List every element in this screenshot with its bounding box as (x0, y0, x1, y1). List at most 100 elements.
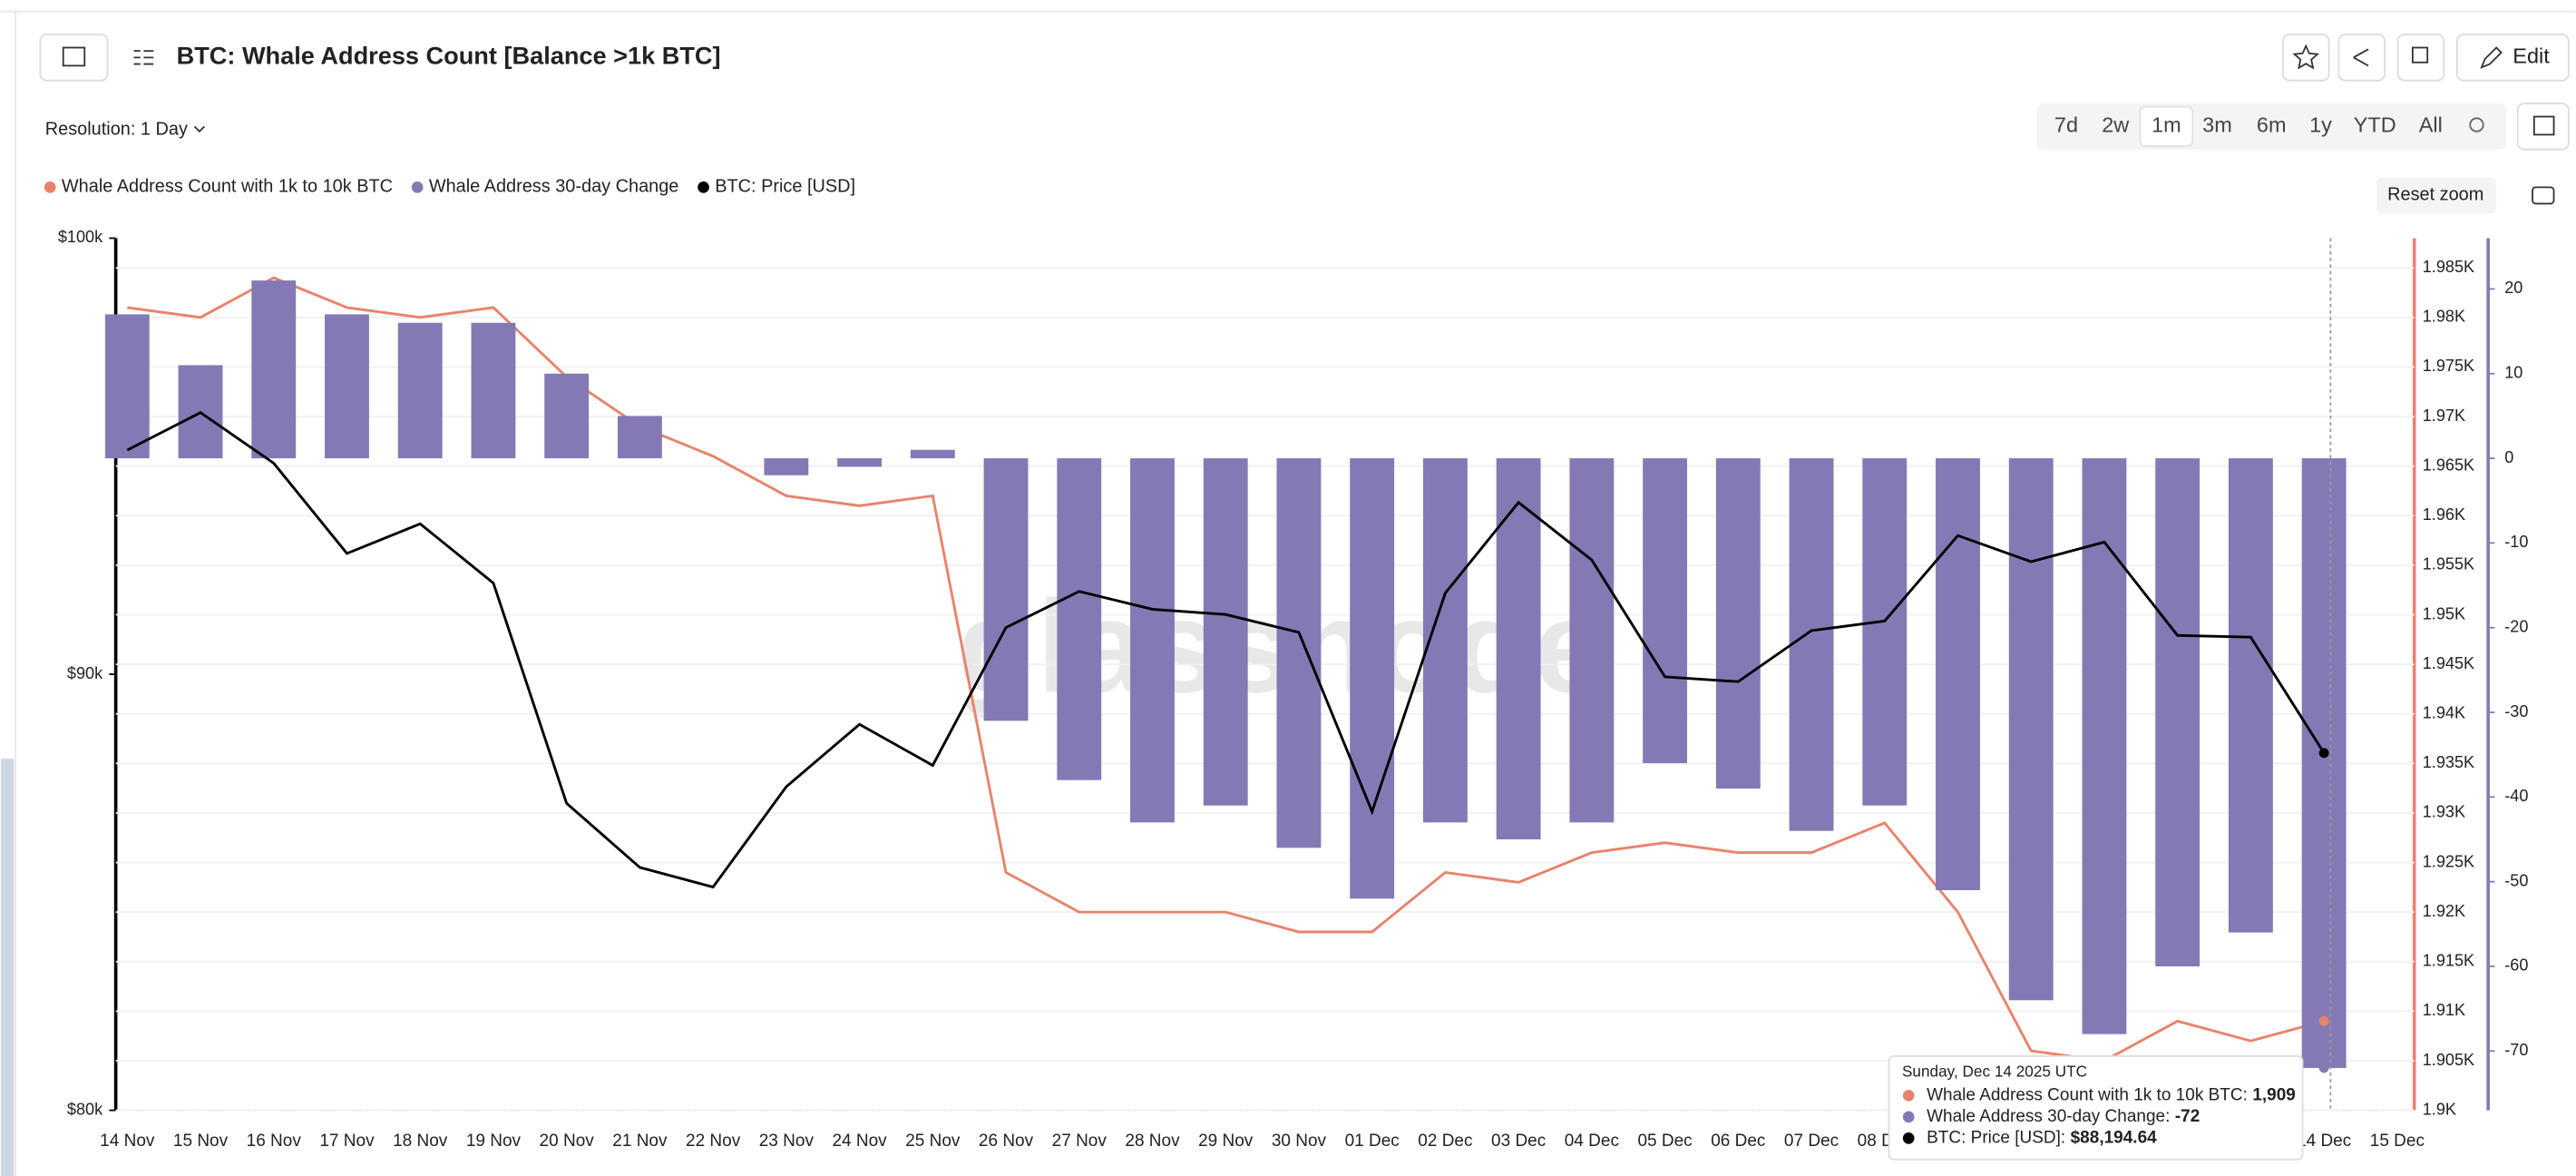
x-tick-label: 18 Nov (393, 1132, 448, 1151)
x-tick-label: 28 Nov (1125, 1132, 1180, 1151)
share-button[interactable] (2337, 34, 2386, 82)
bar (1715, 458, 1761, 789)
x-tick-label: 29 Nov (1198, 1132, 1254, 1151)
y2-tick-label: 1.96K (2423, 505, 2465, 524)
range-selected (2139, 105, 2194, 147)
y2-tick-label: 1.9K (2423, 1100, 2456, 1118)
bar (544, 373, 590, 459)
bar (1276, 458, 1322, 848)
y2-tick-label: 1.91K (2423, 1001, 2465, 1019)
x-tick-label: 03 Dec (1491, 1132, 1546, 1151)
tooltip-title: Sunday, Dec 14 2025 UTC (1902, 1063, 2087, 1081)
legend-label[interactable]: Whale Address Count with 1k to 10k BTC (62, 177, 393, 197)
hover-dot (2318, 1015, 2329, 1026)
y-tick-label: $90k (67, 664, 103, 682)
y2-tick-label: 1.925K (2423, 852, 2474, 870)
x-tick-label: 15 Dec (2370, 1132, 2425, 1151)
y3-tick-label: -70 (2504, 1041, 2528, 1059)
range-button[interactable]: 1m (2152, 113, 2181, 137)
tooltip-label: BTC: Price [USD]: (1927, 1128, 2065, 1147)
x-tick-label: 21 Nov (612, 1132, 668, 1151)
range-button[interactable]: YTD (2354, 113, 2396, 137)
y2-tick-label: 1.97K (2423, 407, 2465, 425)
y3-tick-label: -20 (2504, 617, 2528, 635)
sidebar-toggle[interactable] (39, 34, 109, 82)
range-button[interactable]: All (2419, 113, 2443, 137)
x-tick-label: 24 Nov (832, 1132, 887, 1151)
edit-icon (2480, 46, 2503, 69)
range-button[interactable]: 7d (2054, 113, 2078, 137)
y-tick-label: $80k (67, 1100, 103, 1118)
y-tick-label: $100k (58, 228, 103, 246)
legend-label[interactable]: BTC: Price [USD] (715, 177, 855, 197)
x-tick-label: 17 Nov (319, 1132, 375, 1151)
x-tick-label: 15 Nov (173, 1132, 229, 1151)
legend-label[interactable]: Whale Address 30-day Change (429, 177, 679, 197)
tooltip-swatch (1902, 1132, 1915, 1144)
bar (1203, 458, 1248, 806)
reset-zoom-button[interactable] (2376, 177, 2497, 214)
y3-tick-label: 0 (2504, 448, 2513, 466)
zoom-icon (2469, 117, 2484, 132)
resolution[interactable]: Resolution: 1 Day (45, 119, 188, 139)
copy-button[interactable] (2396, 34, 2445, 82)
bar (837, 458, 883, 467)
legend-swatch (698, 181, 709, 193)
camera-icon[interactable] (2532, 186, 2555, 205)
bar (1862, 458, 1908, 806)
range-button[interactable]: 6m (2257, 113, 2287, 137)
y3-tick-label: 10 (2504, 364, 2522, 382)
copy-icon (2411, 46, 2429, 64)
y2-tick-label: 1.94K (2423, 703, 2465, 721)
bar (2228, 458, 2273, 933)
tooltip-row: Whale Address 30-day Change: -72 (1927, 1107, 2200, 1126)
bar (983, 458, 1029, 721)
y2-tick-label: 1.985K (2423, 258, 2474, 276)
y2-tick-label: 1.975K (2423, 357, 2474, 375)
x-tick-label: 14 Nov (100, 1132, 155, 1151)
tooltip-value: 1,909 (2252, 1085, 2296, 1104)
bar (1057, 458, 1102, 780)
legend-swatch (44, 181, 56, 193)
list-icon[interactable] (133, 50, 154, 65)
x-tick-label: 26 Nov (979, 1132, 1034, 1151)
tooltip-label: Whale Address Count with 1k to 10k BTC: (1927, 1085, 2248, 1104)
x-tick-label: 01 Dec (1345, 1132, 1400, 1151)
y3-tick-label: -60 (2504, 956, 2528, 975)
tooltip-row: Whale Address Count with 1k to 10k BTC: 1… (1927, 1085, 2296, 1104)
bar (1789, 458, 1834, 831)
y3-tick-label: -40 (2504, 787, 2528, 805)
tooltip-swatch (1902, 1089, 1915, 1102)
hover-dot (2318, 748, 2329, 759)
y2-tick-label: 1.905K (2423, 1051, 2474, 1069)
range-button[interactable]: 3m (2202, 113, 2232, 137)
calendar-button[interactable] (2516, 103, 2570, 151)
star-button[interactable] (2281, 34, 2330, 82)
y2-tick-label: 1.93K (2423, 803, 2465, 821)
y2-tick-label: 1.915K (2423, 952, 2474, 970)
bar (2008, 458, 2054, 1001)
bar (764, 458, 809, 475)
calendar-icon (2532, 115, 2555, 136)
y2-tick-label: 1.955K (2423, 555, 2474, 573)
chart-title: BTC: Whale Address Count [Balance >1k BT… (177, 42, 721, 70)
bar (617, 416, 662, 459)
y2-tick-label: 1.965K (2423, 456, 2474, 474)
range-button[interactable]: 2w (2102, 113, 2130, 137)
x-tick-label: 30 Nov (1272, 1132, 1327, 1151)
tooltip-value: $88,194.64 (2071, 1128, 2158, 1147)
bar (325, 314, 369, 459)
hover-dot (2318, 1063, 2329, 1073)
y2-tick-label: 1.95K (2423, 604, 2465, 622)
side-scrollbar (0, 759, 15, 1176)
x-tick-label: 16 Nov (247, 1132, 302, 1151)
y2-tick-label: 1.98K (2423, 308, 2465, 326)
legend-swatch (411, 181, 424, 193)
bar (1350, 458, 1395, 899)
tooltip-label: Whale Address 30-day Change: (1927, 1107, 2170, 1126)
bar (251, 280, 297, 459)
range-button[interactable]: 1y (2309, 113, 2332, 137)
edit-button[interactable] (2455, 34, 2570, 82)
edit-label: Edit (2513, 44, 2550, 68)
